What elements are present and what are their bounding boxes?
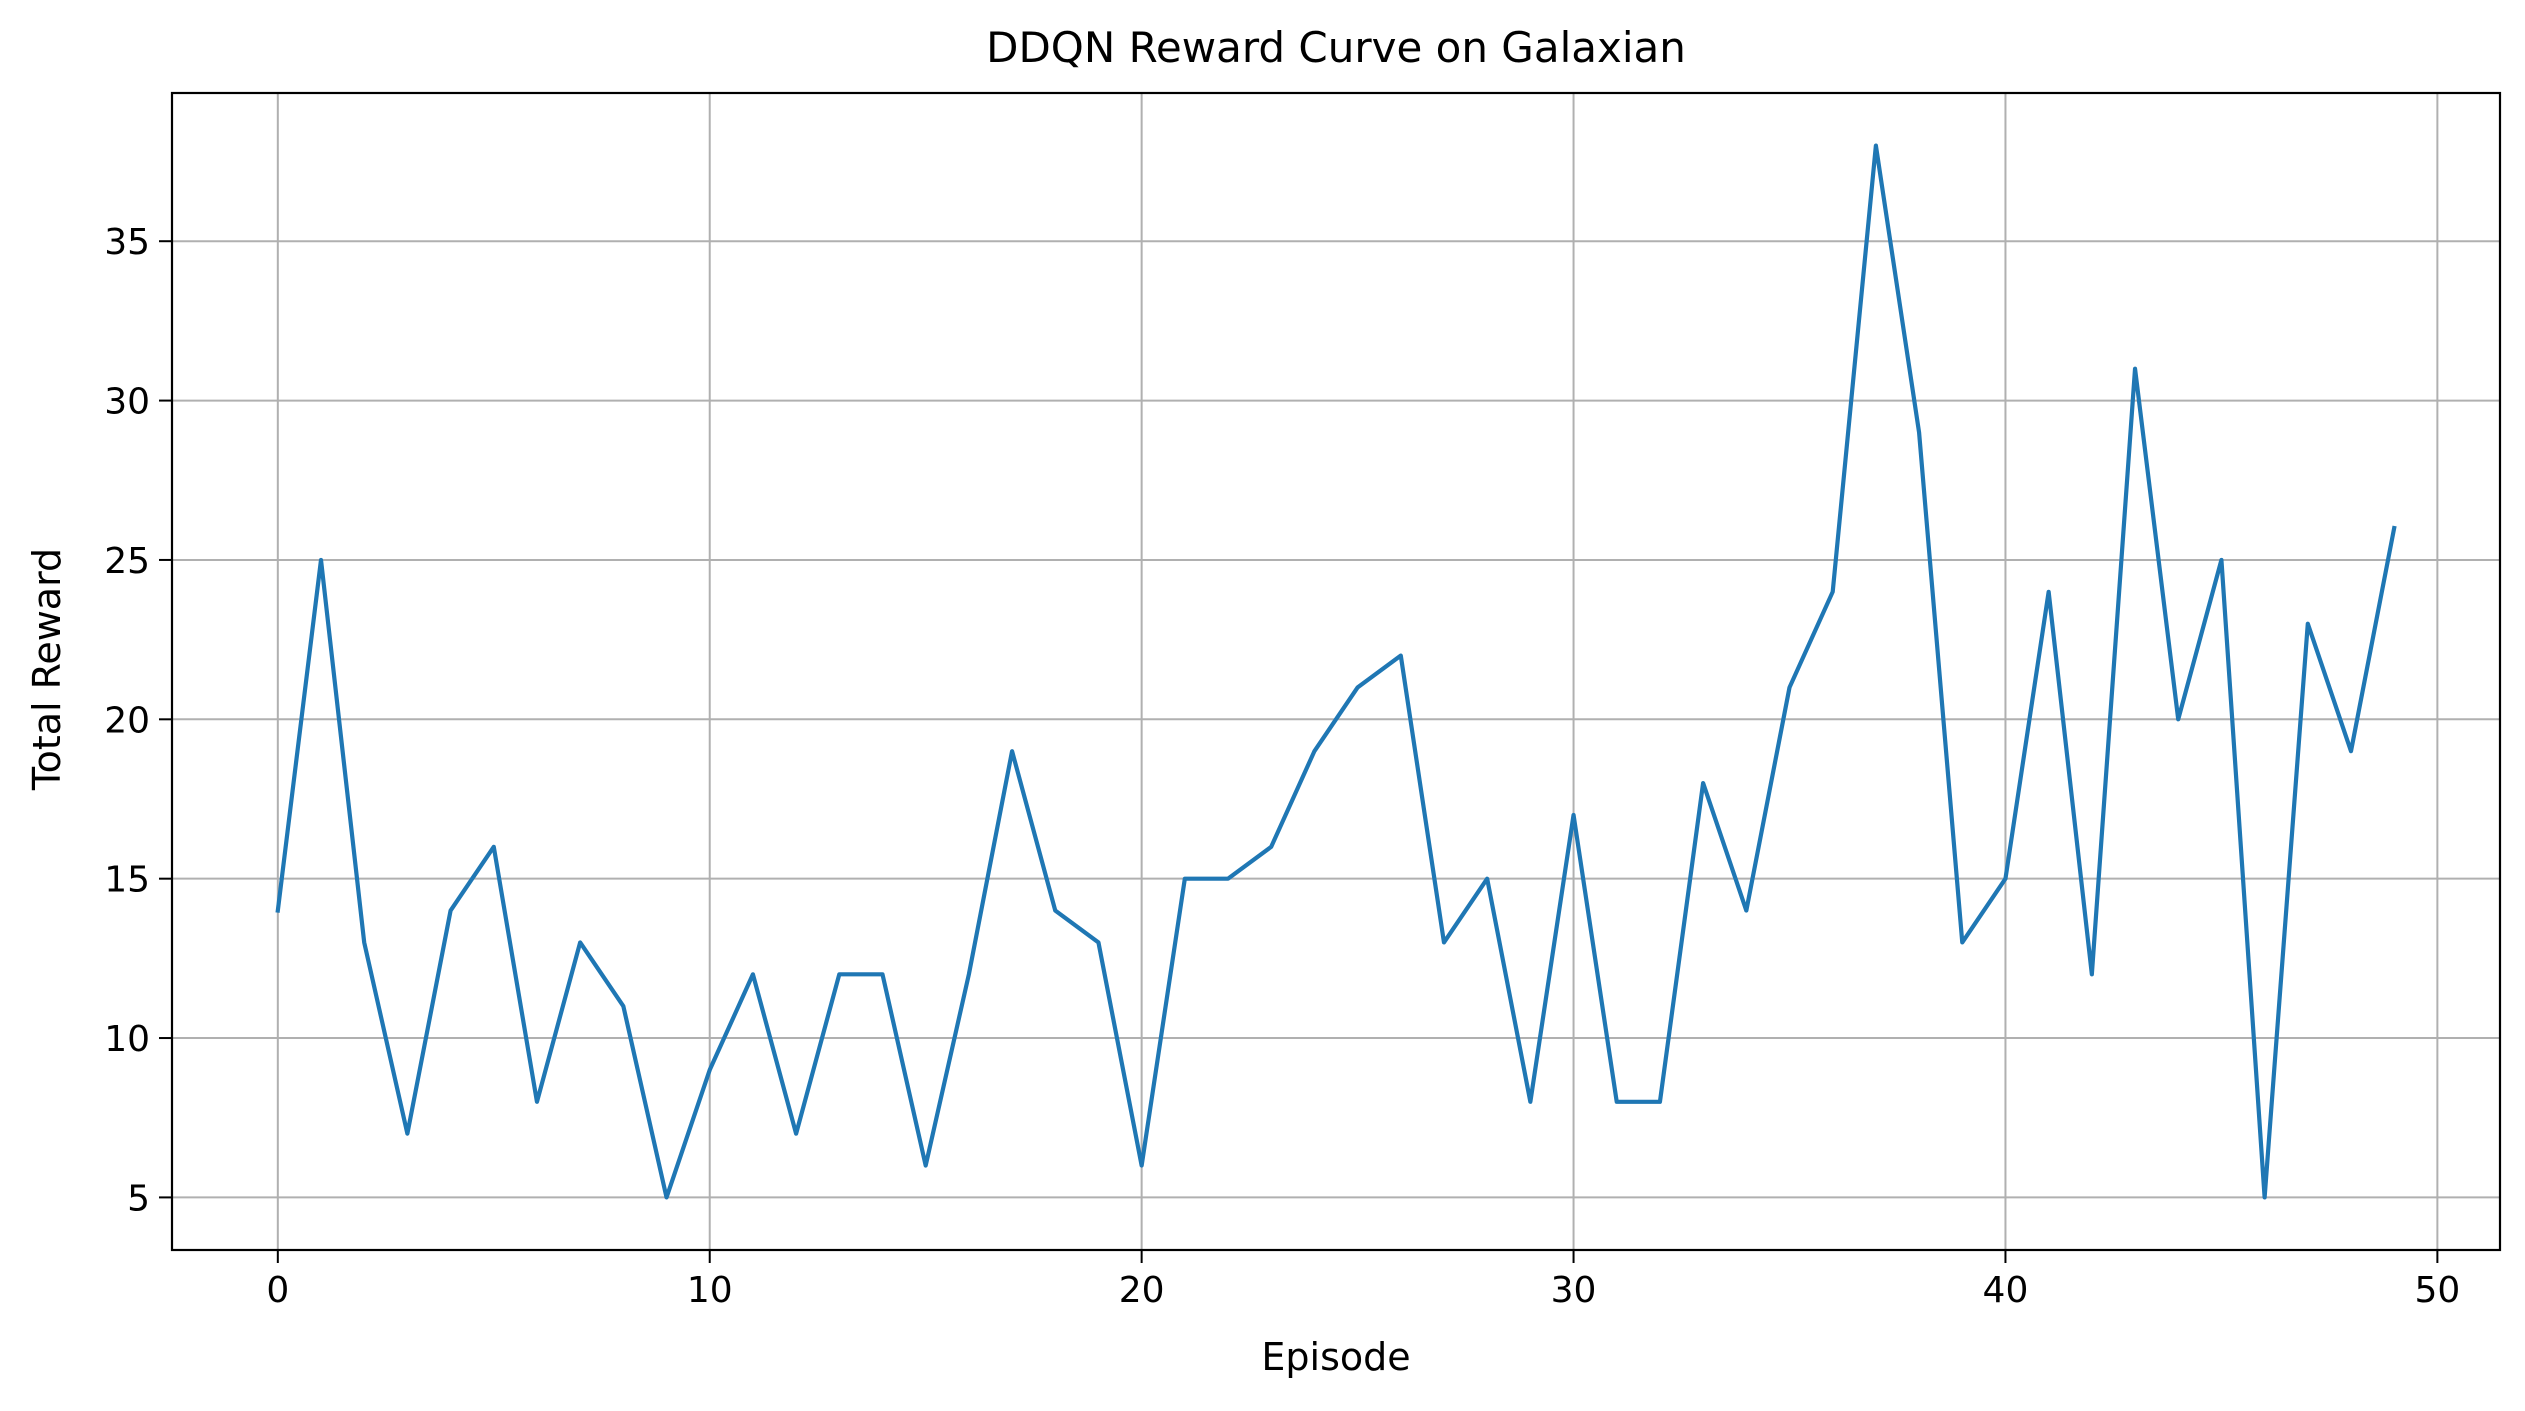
y-tick-label: 25 [104, 541, 150, 582]
y-axis-label: Total Reward [25, 548, 69, 791]
x-tick-label: 0 [266, 1270, 289, 1311]
y-tick-label: 20 [104, 700, 150, 741]
chart-title: DDQN Reward Curve on Galaxian [986, 23, 1686, 72]
series-layer [275, 143, 2397, 1200]
x-tick-label: 50 [2414, 1270, 2460, 1311]
x-tick-label: 30 [1551, 1270, 1597, 1311]
y-tick-label: 10 [104, 1019, 150, 1060]
x-tick-label: 10 [687, 1270, 733, 1311]
y-tick-label: 30 [104, 382, 150, 423]
plot-frame [170, 91, 2502, 1252]
ticks: 0 10 20 30 40 50 5 10 15 20 25 30 35 [104, 222, 2460, 1311]
x-tick-label: 20 [1119, 1270, 1165, 1311]
y-tick-label: 15 [104, 860, 150, 901]
x-axis-label: Episode [1261, 1335, 1410, 1379]
y-tick-label: 35 [104, 222, 150, 263]
y-tick-label: 5 [127, 1178, 150, 1219]
reward-series-line [275, 143, 2397, 1200]
x-tick-label: 40 [1983, 1270, 2029, 1311]
